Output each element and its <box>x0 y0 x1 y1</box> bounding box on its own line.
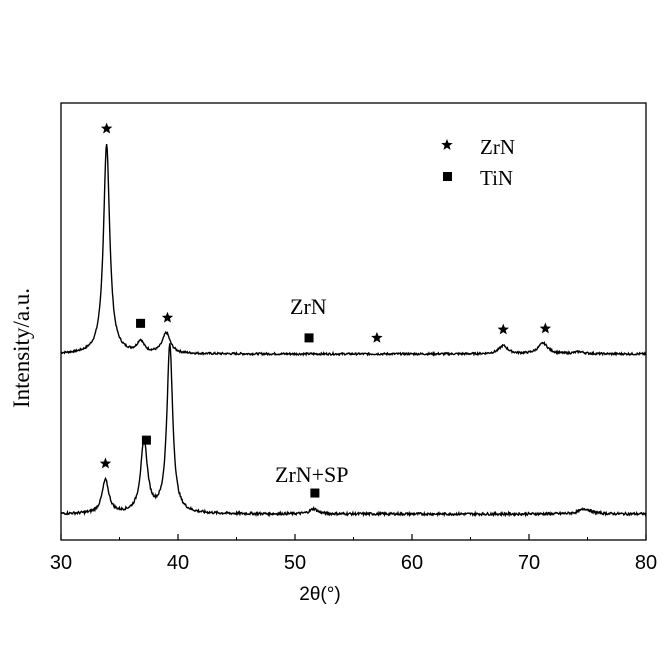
x-tick-layer: 30 40 50 60 70 80 <box>50 534 657 574</box>
square-marker-icon <box>141 435 151 445</box>
x-tick-label: 60 <box>401 552 423 574</box>
x-axis-title: 2θ(°) <box>299 584 340 605</box>
x-tick-label: 80 <box>635 552 657 574</box>
series-layer <box>60 144 647 518</box>
marker-layer <box>99 122 552 498</box>
series-line-1 <box>60 343 647 518</box>
star-marker-icon <box>539 322 552 334</box>
star-marker-icon <box>161 311 174 323</box>
x-tick-label: 50 <box>284 552 306 574</box>
legend-label-tin: TiN <box>480 166 513 190</box>
legend-label-zrn: ZrN <box>480 135 515 159</box>
square-marker-icon <box>304 333 314 343</box>
y-axis-title: Intensity/a.u. <box>9 288 34 408</box>
legend-square-icon <box>443 172 452 181</box>
legend: ZrN TiN <box>441 135 515 190</box>
square-marker-icon <box>136 318 146 328</box>
series-label-zrn-sp: ZrN+SP <box>275 462 349 487</box>
square-marker-icon <box>310 488 320 498</box>
legend-star-icon <box>441 139 453 150</box>
star-marker-icon <box>100 122 113 134</box>
x-tick-label: 30 <box>50 552 72 574</box>
x-tick-label: 70 <box>518 552 540 574</box>
star-marker-icon <box>371 331 383 343</box>
series-line-0 <box>60 144 647 357</box>
series-label-zrn: ZrN <box>290 294 327 319</box>
star-marker-icon <box>99 457 112 469</box>
star-marker-icon <box>497 323 509 335</box>
x-tick-label: 40 <box>167 552 189 574</box>
